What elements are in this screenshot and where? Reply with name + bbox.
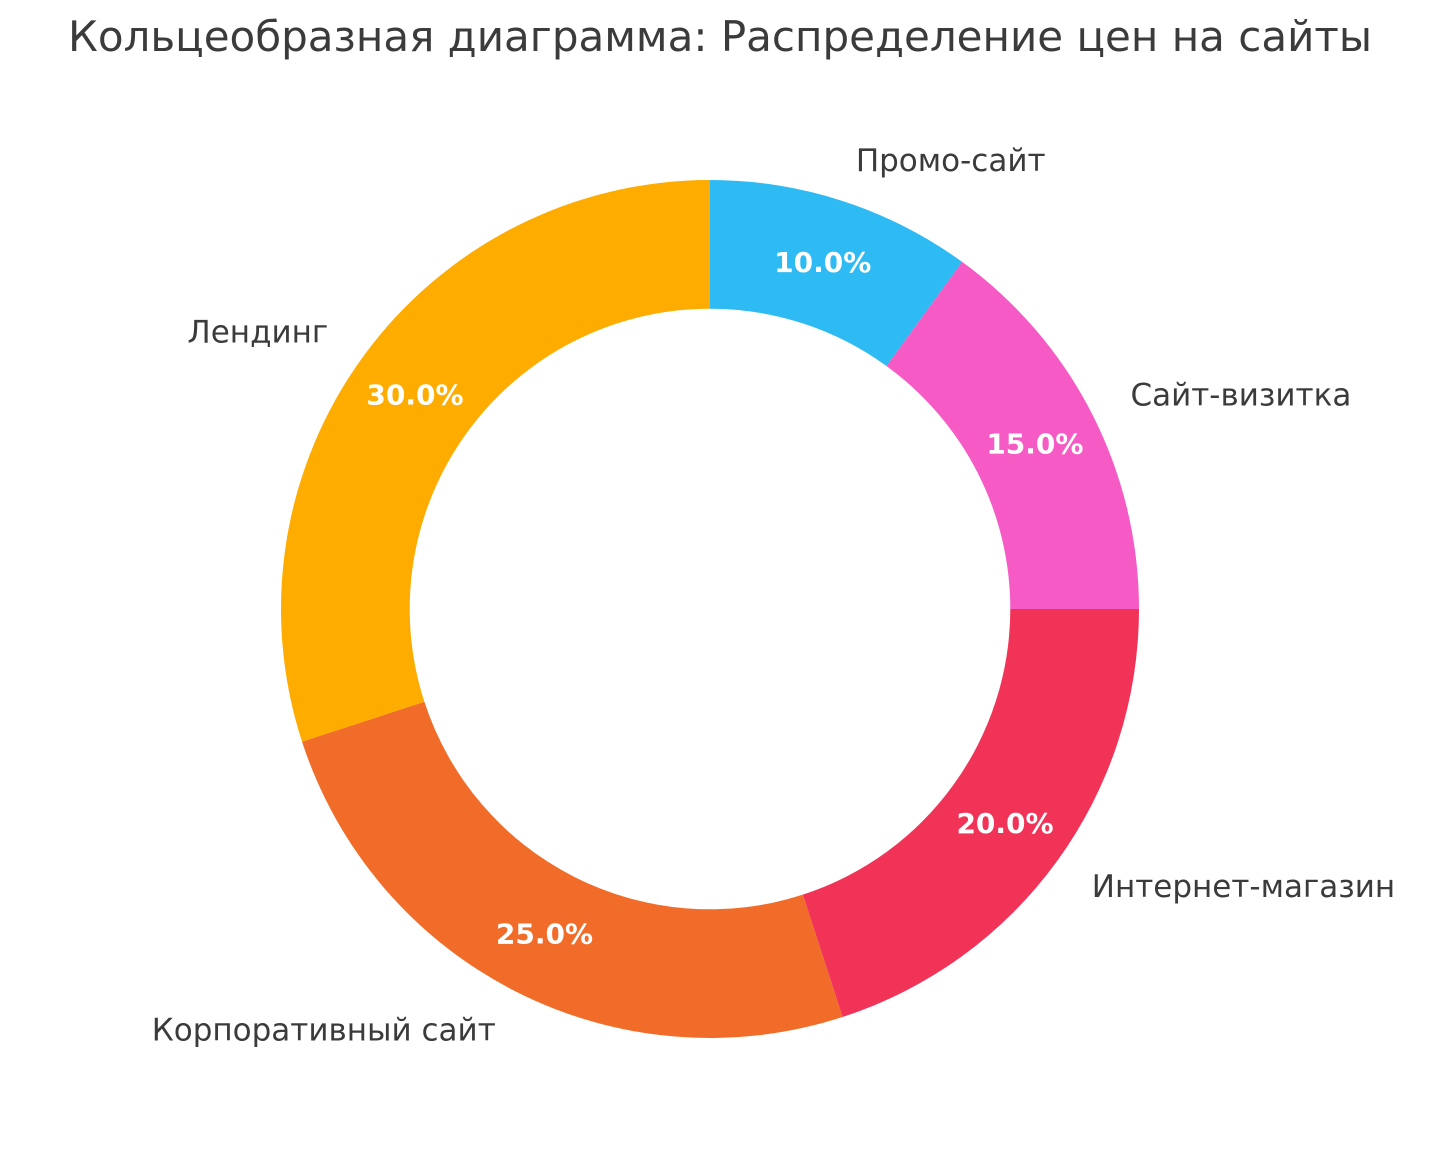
pct-label-3: 20.0% (956, 807, 1053, 840)
pie-slice-4 (301, 701, 843, 1038)
pct-label-5: 30.0% (366, 378, 463, 411)
category-label-5: Лендинг (187, 314, 328, 350)
category-label-2: Сайт-визитка (1130, 378, 1351, 414)
category-label-3: Интернет-магазин (1092, 869, 1395, 905)
pie-slice-2 (886, 261, 1139, 609)
pie-slice-5 (281, 180, 710, 742)
pct-label-2: 15.0% (986, 427, 1083, 460)
chart-title: Кольцеобразная диаграмма: Распределение … (68, 12, 1372, 61)
pct-label-4: 25.0% (496, 918, 593, 951)
pie-slice-3 (802, 609, 1139, 1018)
pie-slice-1 (710, 180, 963, 367)
category-label-4: Корпоративный сайт (152, 1012, 496, 1048)
pct-label-1: 10.0% (774, 246, 871, 279)
category-label-1: Промо-сайт (856, 143, 1046, 179)
